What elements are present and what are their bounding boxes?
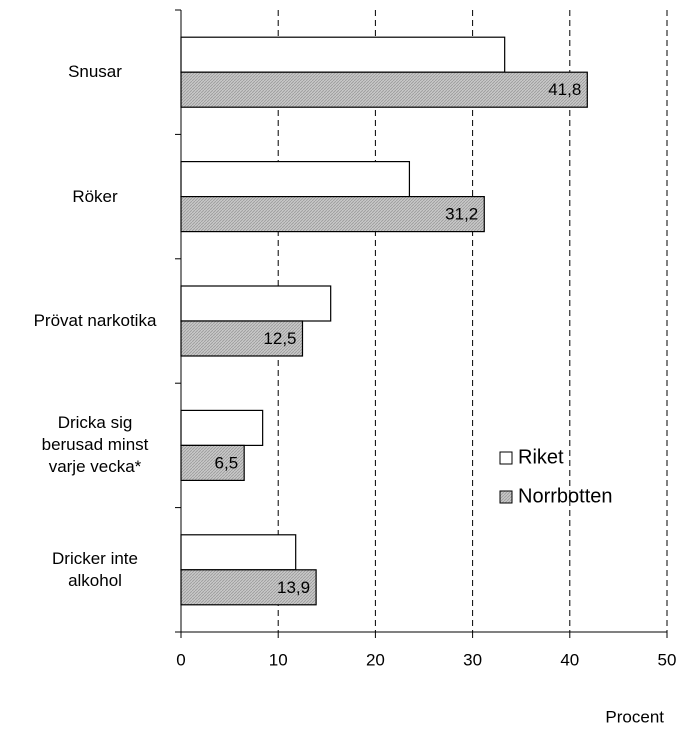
value-label: 12,5 xyxy=(263,329,296,348)
x-tick-label: 40 xyxy=(560,650,579,669)
bar xyxy=(180,409,264,446)
value-label: 41,8 xyxy=(548,80,581,99)
value-label: 6,5 xyxy=(215,453,239,472)
bar xyxy=(180,196,485,233)
x-axis-label: Procent xyxy=(605,707,664,726)
bar xyxy=(180,161,411,198)
bar xyxy=(180,444,245,481)
legend-label: Norrbotten xyxy=(518,485,613,507)
bar xyxy=(180,534,297,571)
bar xyxy=(180,569,317,606)
category-label: Röker xyxy=(72,186,118,206)
category-label: Dricka sig berusad minst varje vecka* xyxy=(41,413,149,477)
x-tick-label: 50 xyxy=(658,650,677,669)
x-tick-label: 20 xyxy=(366,650,385,669)
bar xyxy=(180,36,506,73)
bar xyxy=(180,71,588,108)
legend-swatch xyxy=(499,490,513,504)
value-label: 31,2 xyxy=(445,205,478,224)
x-tick-label: 10 xyxy=(269,650,288,669)
x-tick-label: 30 xyxy=(463,650,482,669)
legend-label: Riket xyxy=(518,446,564,468)
category-label: Dricker inte alkohol xyxy=(52,548,138,590)
value-label: 13,9 xyxy=(277,578,310,597)
bar xyxy=(180,320,304,357)
category-label: Prövat narkotika xyxy=(33,311,157,330)
legend-swatch xyxy=(499,451,513,465)
x-tick-label: 0 xyxy=(176,650,185,669)
bar xyxy=(180,285,332,322)
category-label: Snusar xyxy=(68,62,122,82)
